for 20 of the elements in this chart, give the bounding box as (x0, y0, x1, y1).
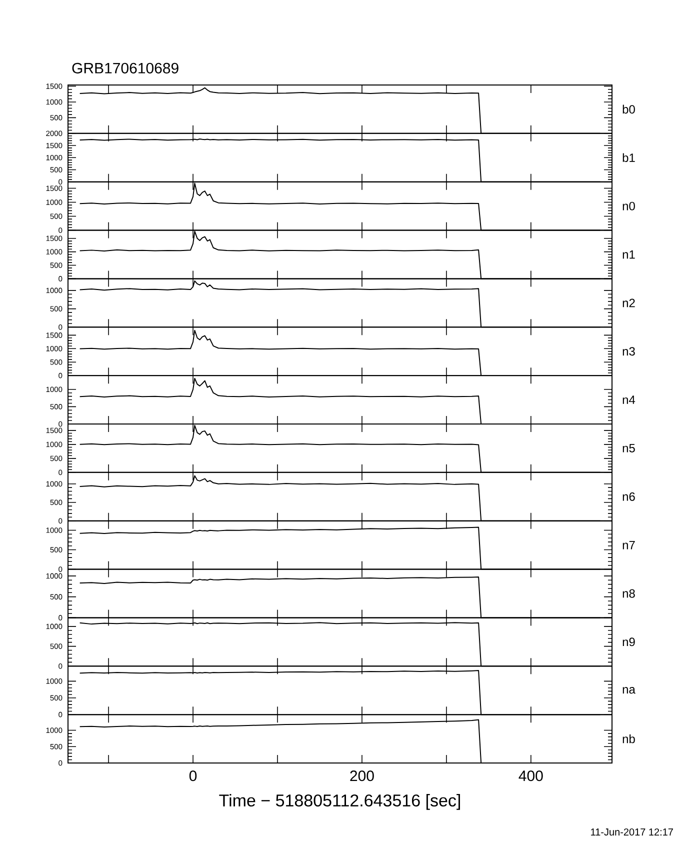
legend-label: n9 (622, 638, 635, 646)
legend-label: n2 (622, 298, 635, 308)
x-tick-label: 0 (189, 770, 197, 782)
x-axis-title: Time − 518805112.643516 [sec] (219, 794, 460, 810)
legend-label: n4 (622, 396, 636, 404)
legend-label: na (622, 687, 636, 694)
legend-label: n3 (622, 347, 635, 356)
legend-label: n0 (622, 202, 635, 210)
legend-label: n8 (622, 589, 635, 598)
legend-label: n7 (622, 540, 635, 550)
legend-label: b1 (622, 153, 635, 162)
x-tick-label: 200 (350, 770, 374, 782)
legend-label: n5 (622, 444, 635, 452)
text: 11-Jun-2017 12:17 (591, 828, 673, 836)
chart-title: GRB170610689 (72, 62, 178, 74)
legend-label: n1 (622, 250, 635, 259)
legend-label: b0 (622, 104, 635, 114)
legend-label: nb (622, 734, 635, 744)
x-tick-label: 400 (518, 770, 543, 782)
legend-label: n6 (622, 492, 635, 501)
